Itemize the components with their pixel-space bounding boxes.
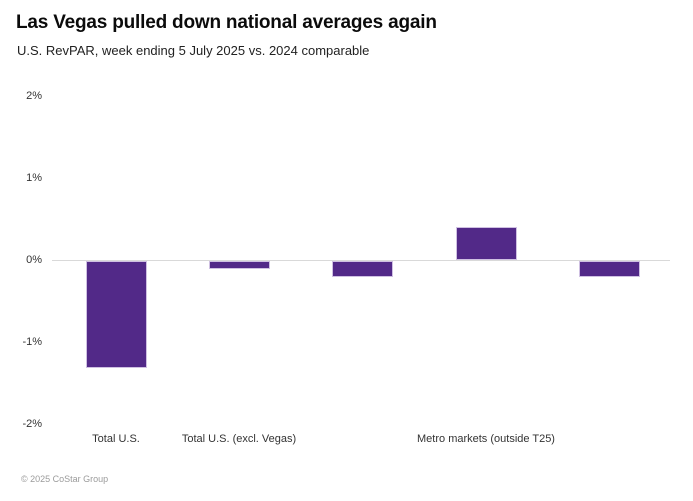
bar-3 xyxy=(331,261,393,278)
y-tick-label: 0% xyxy=(26,254,42,266)
y-tick-label: 1% xyxy=(26,172,42,184)
y-tick-label: -1% xyxy=(22,336,42,348)
chart-subtitle: U.S. RevPAR, week ending 5 July 2025 vs.… xyxy=(17,43,370,58)
bar-1 xyxy=(85,261,147,368)
bar-2 xyxy=(208,261,270,270)
x-category-label: Total U.S. xyxy=(92,433,140,445)
y-tick-label: -2% xyxy=(22,418,42,430)
bar-5 xyxy=(578,261,640,278)
chart-title: Las Vegas pulled down national averages … xyxy=(16,12,437,33)
copyright-note: © 2025 CoStar Group xyxy=(21,474,109,484)
bar-4 xyxy=(455,227,517,260)
x-category-label: Total U.S. (excl. Vegas) xyxy=(181,433,297,445)
x-category-label: Metro markets (outside T25) xyxy=(417,433,555,445)
zero-axis-line xyxy=(52,260,670,261)
y-tick-label: 2% xyxy=(26,90,42,102)
